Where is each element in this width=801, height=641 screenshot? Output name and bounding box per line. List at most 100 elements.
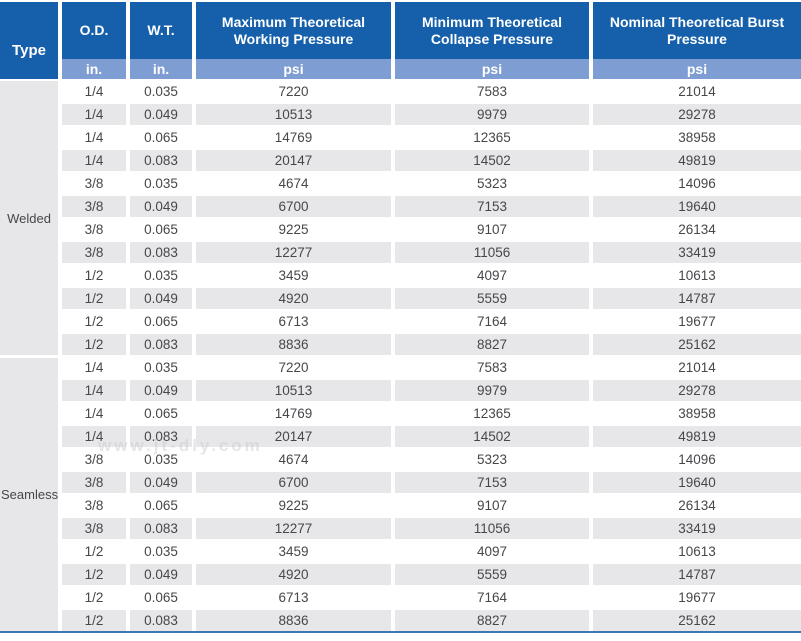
cell-od: 3/8 xyxy=(62,493,130,516)
table-row: 3/8 0.035 4674 5323 14096 xyxy=(0,447,801,470)
cell-min-collapse-pressure: 14502 xyxy=(395,424,593,447)
cell-od: 1/2 xyxy=(62,585,130,608)
cell-burst-pressure: 33419 xyxy=(593,240,801,263)
cell-min-collapse-pressure: 11056 xyxy=(395,240,593,263)
cell-max-working-pressure: 9225 xyxy=(196,493,395,516)
cell-min-collapse-pressure: 5559 xyxy=(395,286,593,309)
table-row: 3/8 0.083 12277 11056 33419 xyxy=(0,516,801,539)
table-row: 1/2 0.049 4920 5559 14787 xyxy=(0,286,801,309)
cell-wt: 0.083 xyxy=(130,148,196,171)
cell-burst-pressure: 10613 xyxy=(593,539,801,562)
cell-wt: 0.035 xyxy=(130,171,196,194)
cell-min-collapse-pressure: 9979 xyxy=(395,102,593,125)
cell-wt: 0.083 xyxy=(130,240,196,263)
cell-min-collapse-pressure: 14502 xyxy=(395,148,593,171)
cell-od: 3/8 xyxy=(62,240,130,263)
cell-burst-pressure: 14096 xyxy=(593,447,801,470)
cell-min-collapse-pressure: 7164 xyxy=(395,585,593,608)
cell-min-collapse-pressure: 12365 xyxy=(395,401,593,424)
cell-wt: 0.035 xyxy=(130,79,196,102)
header-row: Type O.D. W.T. Maximum Theoretical Worki… xyxy=(0,2,801,79)
cell-min-collapse-pressure: 5323 xyxy=(395,171,593,194)
cell-od: 3/8 xyxy=(62,171,130,194)
cell-od: 1/2 xyxy=(62,286,130,309)
cell-burst-pressure: 26134 xyxy=(593,493,801,516)
cell-min-collapse-pressure: 8827 xyxy=(395,332,593,355)
table-row: 1/2 0.035 3459 4097 10613 xyxy=(0,263,801,286)
section-label-welded: Welded xyxy=(0,79,62,355)
cell-wt: 0.065 xyxy=(130,217,196,240)
cell-wt: 0.035 xyxy=(130,263,196,286)
cell-wt: 0.065 xyxy=(130,309,196,332)
table-body: Welded 1/4 0.035 7220 7583 21014 1/4 0.049 10513… xyxy=(0,79,801,631)
cell-wt: 0.035 xyxy=(130,355,196,378)
cell-wt: 0.035 xyxy=(130,447,196,470)
cell-burst-pressure: 19640 xyxy=(593,470,801,493)
table-row: 1/2 0.065 6713 7164 19677 xyxy=(0,309,801,332)
cell-max-working-pressure: 6700 xyxy=(196,470,395,493)
cell-max-working-pressure: 6700 xyxy=(196,194,395,217)
cell-max-working-pressure: 4920 xyxy=(196,286,395,309)
cell-min-collapse-pressure: 4097 xyxy=(395,263,593,286)
column-header-max-working-pressure: Maximum Theoretical Working Pressure xyxy=(196,2,395,59)
cell-min-collapse-pressure: 9107 xyxy=(395,217,593,240)
cell-max-working-pressure: 20147 xyxy=(196,424,395,447)
column-header-type: Type xyxy=(0,2,62,79)
table-row: 1/2 0.035 3459 4097 10613 xyxy=(0,539,801,562)
cell-max-working-pressure: 10513 xyxy=(196,102,395,125)
cell-burst-pressure: 14096 xyxy=(593,171,801,194)
unit-od: in. xyxy=(62,59,130,79)
column-header-min-collapse-pressure: Minimum Theoretical Collapse Pressure xyxy=(395,2,593,59)
cell-max-working-pressure: 6713 xyxy=(196,585,395,608)
table-row: 1/4 0.049 10513 9979 29278 xyxy=(0,102,801,125)
table-row: 1/4 0.065 14769 12365 38958 xyxy=(0,401,801,424)
unit-wt: in. xyxy=(130,59,196,79)
cell-od: 1/4 xyxy=(62,401,130,424)
cell-min-collapse-pressure: 7164 xyxy=(395,309,593,332)
cell-max-working-pressure: 9225 xyxy=(196,217,395,240)
cell-min-collapse-pressure: 7583 xyxy=(395,79,593,102)
table-row: 1/4 0.083 20147 14502 49819 xyxy=(0,148,801,171)
cell-od: 3/8 xyxy=(62,447,130,470)
cell-wt: 0.049 xyxy=(130,378,196,401)
table-row: 1/2 0.065 6713 7164 19677 xyxy=(0,585,801,608)
table-row: Welded 1/4 0.035 7220 7583 21014 xyxy=(0,79,801,355)
table-row: Seamless 1/4 0.035 7220 7583 21014 xyxy=(0,355,801,631)
cell-wt: 0.049 xyxy=(130,194,196,217)
cell-max-working-pressure: 4920 xyxy=(196,562,395,585)
cell-burst-pressure: 19640 xyxy=(593,194,801,217)
cell-wt: 0.083 xyxy=(130,608,196,631)
cell-od: 1/2 xyxy=(62,263,130,286)
unit-min-collapse-pressure: psi xyxy=(395,59,593,79)
cell-od: 1/4 xyxy=(62,79,130,102)
cell-burst-pressure: 26134 xyxy=(593,217,801,240)
cell-burst-pressure: 21014 xyxy=(593,79,801,102)
cell-od: 1/2 xyxy=(62,309,130,332)
cell-od: 1/4 xyxy=(62,424,130,447)
unit-burst-pressure: psi xyxy=(593,59,801,79)
cell-burst-pressure: 14787 xyxy=(593,286,801,309)
table-row: 1/4 0.083 20147 14502 49819 xyxy=(0,424,801,447)
cell-od: 3/8 xyxy=(62,217,130,240)
cell-od: 1/2 xyxy=(62,332,130,355)
cell-od: 1/4 xyxy=(62,102,130,125)
cell-min-collapse-pressure: 9979 xyxy=(395,378,593,401)
cell-burst-pressure: 10613 xyxy=(593,263,801,286)
cell-wt: 0.065 xyxy=(130,401,196,424)
cell-max-working-pressure: 3459 xyxy=(196,539,395,562)
cell-burst-pressure: 33419 xyxy=(593,516,801,539)
cell-od: 1/4 xyxy=(62,148,130,171)
cell-max-working-pressure: 6713 xyxy=(196,309,395,332)
cell-wt: 0.083 xyxy=(130,332,196,355)
cell-min-collapse-pressure: 12365 xyxy=(395,125,593,148)
cell-max-working-pressure: 7220 xyxy=(196,79,395,102)
cell-od: 3/8 xyxy=(62,470,130,493)
cell-od: 1/4 xyxy=(62,355,130,378)
cell-max-working-pressure: 14769 xyxy=(196,401,395,424)
table-row: 3/8 0.065 9225 9107 26134 xyxy=(0,217,801,240)
cell-burst-pressure: 49819 xyxy=(593,148,801,171)
cell-max-working-pressure: 7220 xyxy=(196,355,395,378)
unit-max-working-pressure: psi xyxy=(196,59,395,79)
cell-od: 1/2 xyxy=(62,608,130,631)
